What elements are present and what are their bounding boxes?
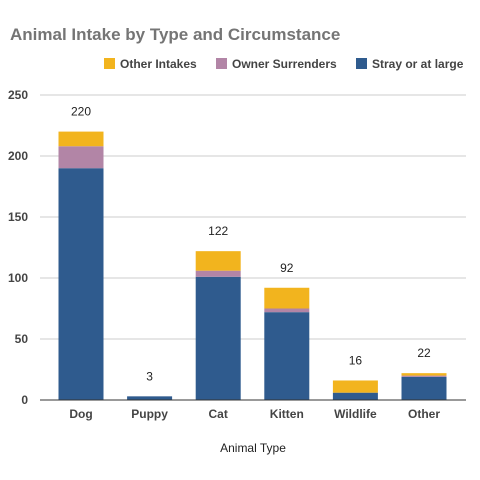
- legend-item-owner-surrenders: Owner Surrenders: [216, 57, 337, 71]
- bar-dog-stray-or-at-large: [58, 168, 104, 400]
- y-tick-label: 50: [15, 332, 29, 346]
- legend: Other Intakes Owner Surrenders Stray or …: [104, 57, 464, 71]
- y-tick-label: 100: [8, 271, 28, 285]
- legend-swatch-stray-or-at-large: [356, 58, 367, 69]
- x-tick-label: Wildlife: [334, 407, 377, 421]
- y-tick-label: 0: [21, 393, 28, 407]
- y-tick-label: 250: [8, 88, 28, 102]
- gridlines: [40, 94, 466, 340]
- legend-swatch-owner-surrenders: [216, 58, 227, 69]
- legend-label-owner-surrenders: Owner Surrenders: [232, 57, 337, 71]
- total-label-other: 22: [417, 346, 431, 360]
- legend-item-other-intakes: Other Intakes: [104, 57, 197, 71]
- x-tick-label: Dog: [69, 407, 92, 421]
- chart-title: Animal Intake by Type and Circumstance: [10, 25, 340, 44]
- bar-dog-other-intakes: [58, 131, 104, 147]
- x-tick-label: Puppy: [131, 407, 168, 421]
- y-axis-ticks: 0 50 100 150 200 250: [8, 88, 28, 407]
- y-tick-label: 150: [8, 210, 28, 224]
- bar-cat-other-intakes: [195, 251, 241, 271]
- bar-other-other-intakes: [401, 373, 447, 376]
- legend-label-other-intakes: Other Intakes: [120, 57, 197, 71]
- x-tick-label: Cat: [209, 407, 228, 421]
- bars: [58, 131, 447, 400]
- legend-swatch-other-intakes: [104, 58, 115, 69]
- y-tick-label: 200: [8, 149, 28, 163]
- x-axis-ticks: Dog Puppy Cat Kitten Wildlife Other: [40, 399, 466, 421]
- bar-kitten-owner-surrenders: [264, 308, 310, 313]
- bar-cat-stray-or-at-large: [195, 276, 241, 400]
- total-label-cat: 122: [208, 224, 228, 238]
- total-label-wildlife: 16: [349, 353, 363, 367]
- legend-item-stray-or-at-large: Stray or at large: [356, 57, 464, 71]
- legend-label-stray-or-at-large: Stray or at large: [372, 57, 464, 71]
- bar-dog-owner-surrenders: [58, 146, 104, 169]
- bar-puppy-stray-or-at-large: [127, 396, 173, 400]
- total-label-kitten: 92: [280, 261, 294, 275]
- bar-kitten-other-intakes: [264, 287, 310, 309]
- bar-cat-owner-surrenders: [195, 270, 241, 277]
- total-label-dog: 220: [71, 105, 91, 119]
- total-labels: 220 3 122 92 16 22: [71, 105, 431, 384]
- x-axis-title: Animal Type: [220, 441, 286, 455]
- total-label-puppy: 3: [146, 369, 153, 383]
- bar-other-stray-or-at-large: [401, 376, 447, 400]
- bar-kitten-stray-or-at-large: [264, 312, 310, 400]
- bar-wildlife-stray-or-at-large: [332, 392, 378, 400]
- x-tick-label: Other: [408, 407, 440, 421]
- bar-other-owner-surrenders: [401, 375, 447, 377]
- x-tick-label: Kitten: [270, 407, 304, 421]
- bar-wildlife-other-intakes: [332, 380, 378, 393]
